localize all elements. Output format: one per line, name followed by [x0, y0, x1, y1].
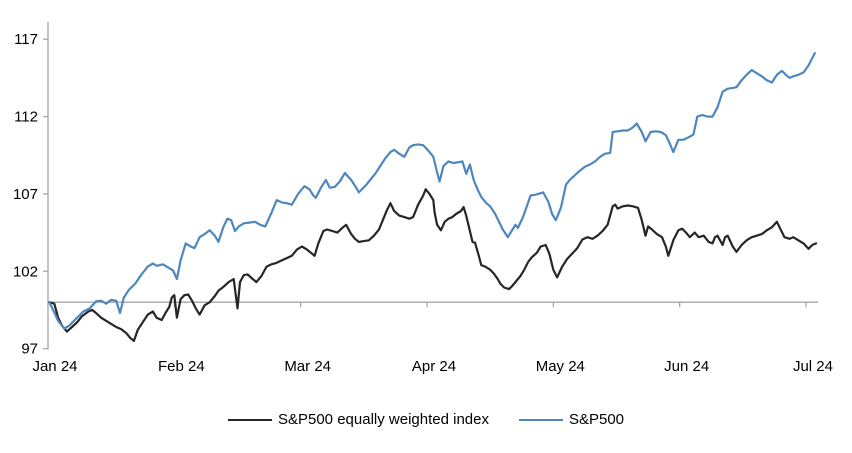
y-tick-label: 102	[13, 263, 38, 280]
x-tick-label: Mar 24	[284, 358, 331, 375]
chart-legend: S&P500 equally weighted index S&P500	[0, 411, 852, 429]
y-tick-label: 97	[21, 341, 38, 358]
x-tick-label: May 24	[536, 358, 585, 375]
legend-label-equal-weight: S&P500 equally weighted index	[277, 411, 489, 428]
series-line-1	[48, 51, 816, 330]
legend-item-sp500: S&P500	[518, 411, 625, 429]
sp500-line-sample-icon	[518, 419, 563, 421]
y-tick-label: 117	[14, 31, 38, 48]
x-tick-label: Jan 24	[32, 358, 77, 375]
x-tick-label: Jul 24	[793, 358, 833, 375]
y-tick-label: 107	[13, 186, 38, 203]
x-tick-label: Jun 24	[664, 358, 709, 375]
y-tick-label: 112	[14, 109, 38, 126]
x-tick-label: Apr 24	[412, 358, 456, 375]
legend-item-equal-weight: S&P500 equally weighted index	[227, 411, 489, 429]
series-line-0	[48, 188, 818, 342]
x-tick-label: Feb 24	[158, 358, 205, 375]
legend-label-sp500: S&P500	[568, 411, 625, 428]
equal-weight-line-sample-icon	[227, 419, 272, 421]
